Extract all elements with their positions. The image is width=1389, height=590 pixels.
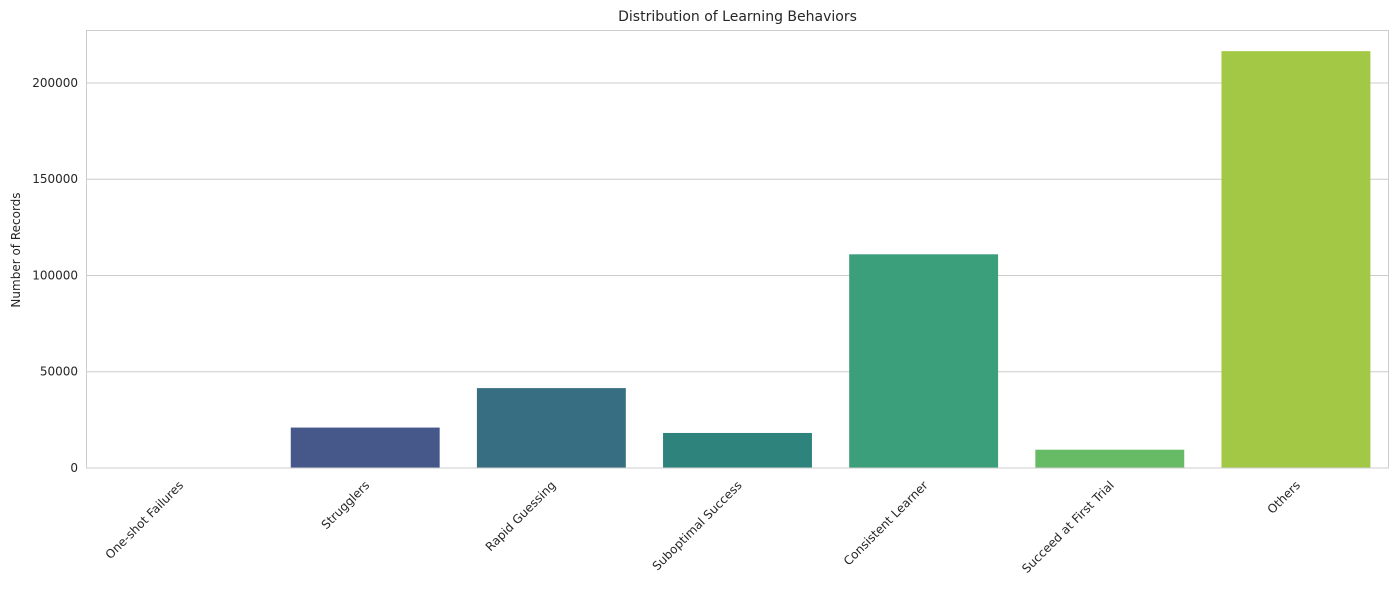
y-tick-label: 100000 (32, 268, 78, 282)
bar (849, 254, 999, 468)
y-tick-label: 0 (70, 461, 78, 475)
y-tick-label: 50000 (40, 365, 78, 379)
y-tick-label: 200000 (32, 76, 78, 90)
y-tick-labels: 0 50000 100000 150000 200000 (32, 76, 78, 475)
y-axis-label: Number of Records (9, 192, 23, 307)
y-tick-label: 150000 (32, 172, 78, 186)
bar (476, 388, 626, 468)
bar (290, 427, 440, 468)
bar (1221, 51, 1371, 469)
bar (663, 432, 812, 468)
chart-title: Distribution of Learning Behaviors (618, 9, 857, 25)
bars (104, 51, 1371, 469)
bar (1035, 449, 1185, 468)
